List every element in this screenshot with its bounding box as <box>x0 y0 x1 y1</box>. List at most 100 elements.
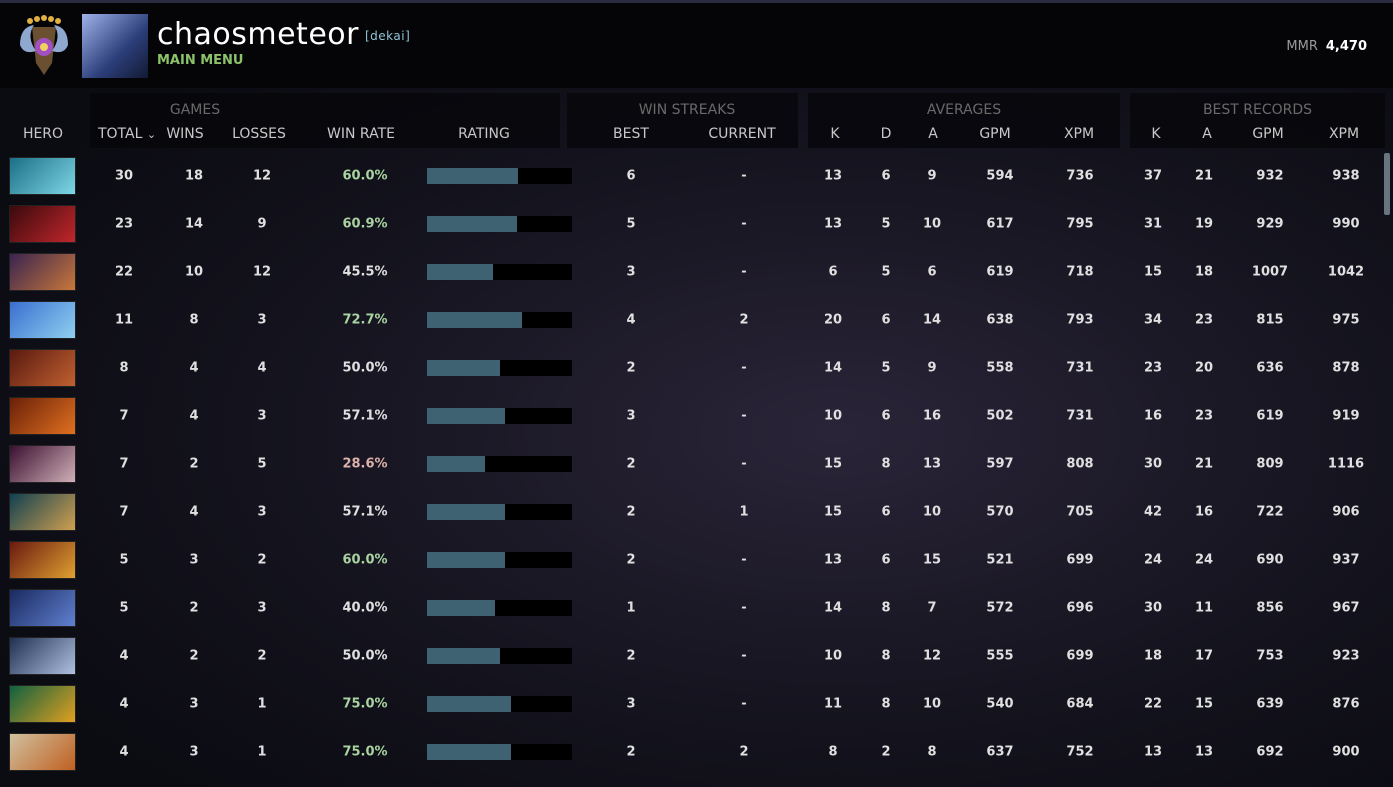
col-avg-xpm[interactable]: XPM <box>1063 126 1095 142</box>
col-best-a[interactable]: A <box>1202 126 1212 142</box>
hero-portrait[interactable] <box>9 733 76 771</box>
cell-xpm: 718 <box>1066 264 1094 280</box>
cell-gpm: 558 <box>986 360 1014 376</box>
cell-xpm: 731 <box>1066 360 1094 376</box>
rating-bar <box>427 312 572 328</box>
cell-bk: 13 <box>1143 744 1163 760</box>
col-wins[interactable]: WINS <box>166 126 204 142</box>
cell-win-rate: 45.5% <box>342 264 388 280</box>
hero-portrait[interactable] <box>9 157 76 195</box>
cell-d: 6 <box>881 312 891 328</box>
cell-wins: 2 <box>189 456 199 472</box>
col-best-gpm[interactable]: GPM <box>1252 126 1284 142</box>
rating-bar-fill <box>427 552 506 568</box>
cell-wins: 8 <box>189 312 199 328</box>
cell-bgpm: 753 <box>1256 648 1284 664</box>
cell-best: 2 <box>626 552 636 568</box>
cell-best: 3 <box>626 408 636 424</box>
col-avg-gpm[interactable]: GPM <box>979 126 1011 142</box>
cell-xpm: 699 <box>1066 648 1094 664</box>
rating-bar-fill <box>427 408 506 424</box>
cell-ba: 23 <box>1194 408 1214 424</box>
cell-wins: 10 <box>184 264 204 280</box>
hero-portrait[interactable] <box>9 397 76 435</box>
cell-bk: 30 <box>1143 456 1163 472</box>
rating-bar <box>427 552 572 568</box>
cell-k: 11 <box>823 696 843 712</box>
col-best-k[interactable]: K <box>1151 126 1161 142</box>
hero-portrait[interactable] <box>9 445 76 483</box>
cell-bxpm: 938 <box>1332 168 1360 184</box>
cell-a: 10 <box>922 504 942 520</box>
cell-bxpm: 990 <box>1332 216 1360 232</box>
cell-k: 10 <box>823 648 843 664</box>
col-hero[interactable]: HERO <box>22 126 64 142</box>
cell-win-rate: 75.0% <box>342 696 388 712</box>
cell-losses: 12 <box>252 168 272 184</box>
cell-losses: 9 <box>257 216 267 232</box>
cell-bxpm: 937 <box>1332 552 1360 568</box>
col-total[interactable]: TOTAL ⌄ <box>98 126 156 142</box>
cell-bxpm: 906 <box>1332 504 1360 520</box>
cell-bk: 18 <box>1143 648 1163 664</box>
cell-d: 6 <box>881 552 891 568</box>
cell-gpm: 502 <box>986 408 1014 424</box>
col-win-rate[interactable]: WIN RATE <box>327 126 395 142</box>
cell-current: - <box>741 696 747 712</box>
cell-a: 15 <box>922 552 942 568</box>
hero-portrait[interactable] <box>9 301 76 339</box>
hero-portrait[interactable] <box>9 541 76 579</box>
cell-current: 2 <box>739 744 749 760</box>
cell-best: 6 <box>626 168 636 184</box>
cell-a: 12 <box>922 648 942 664</box>
cell-total: 22 <box>114 264 134 280</box>
col-losses[interactable]: LOSSES <box>232 126 286 142</box>
hero-portrait[interactable] <box>9 253 76 291</box>
col-best-streak[interactable]: BEST <box>613 126 649 142</box>
avatar[interactable] <box>82 14 148 78</box>
hero-portrait[interactable] <box>9 205 76 243</box>
cell-wins: 4 <box>189 504 199 520</box>
main-menu-link[interactable]: MAIN MENU <box>157 53 244 68</box>
group-averages: AVERAGES <box>926 102 1002 118</box>
col-rating[interactable]: RATING <box>458 126 510 142</box>
cell-bk: 30 <box>1143 600 1163 616</box>
username-text: chaosmeteor <box>157 17 359 52</box>
col-best-xpm[interactable]: XPM <box>1328 126 1360 142</box>
hero-portrait[interactable] <box>9 589 76 627</box>
cell-win-rate: 75.0% <box>342 744 388 760</box>
cell-losses: 3 <box>257 600 267 616</box>
cell-wins: 3 <box>189 552 199 568</box>
cell-a: 10 <box>922 696 942 712</box>
scrollbar[interactable] <box>1384 153 1390 215</box>
rating-bar <box>427 168 572 184</box>
cell-ba: 21 <box>1194 168 1214 184</box>
col-avg-d[interactable]: D <box>880 126 892 142</box>
cell-d: 8 <box>881 648 891 664</box>
rating-bar <box>427 264 572 280</box>
hero-portrait[interactable] <box>9 637 76 675</box>
col-avg-k[interactable]: K <box>830 126 840 142</box>
cell-bk: 31 <box>1143 216 1163 232</box>
cell-losses: 3 <box>257 312 267 328</box>
cell-ba: 16 <box>1194 504 1214 520</box>
cell-best: 1 <box>626 600 636 616</box>
hero-portrait[interactable] <box>9 349 76 387</box>
col-current-streak[interactable]: CURRENT <box>708 126 776 142</box>
cell-ba: 20 <box>1194 360 1214 376</box>
cell-k: 14 <box>823 360 843 376</box>
cell-current: 2 <box>739 312 749 328</box>
cell-losses: 4 <box>257 360 267 376</box>
cell-k: 15 <box>823 456 843 472</box>
hero-portrait[interactable] <box>9 685 76 723</box>
cell-bxpm: 975 <box>1332 312 1360 328</box>
cell-bgpm: 809 <box>1256 456 1284 472</box>
cell-total: 5 <box>119 600 129 616</box>
col-avg-a[interactable]: A <box>928 126 938 142</box>
hero-portrait[interactable] <box>9 493 76 531</box>
cell-bxpm: 923 <box>1332 648 1360 664</box>
cell-win-rate: 40.0% <box>342 600 388 616</box>
cell-ba: 11 <box>1194 600 1214 616</box>
cell-d: 8 <box>881 456 891 472</box>
cell-total: 23 <box>114 216 134 232</box>
